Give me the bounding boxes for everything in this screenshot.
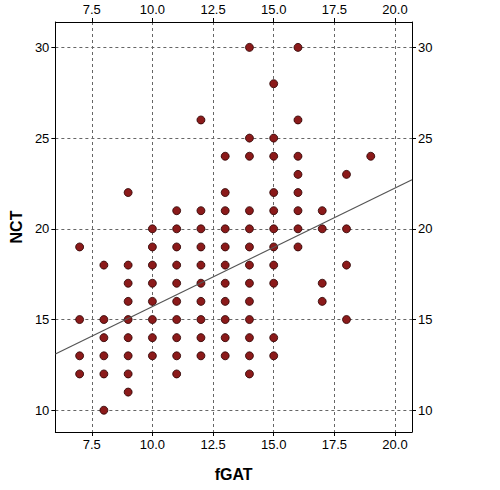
svg-text:10: 10 (35, 403, 49, 418)
svg-text:30: 30 (35, 40, 49, 55)
svg-text:25: 25 (418, 131, 432, 146)
svg-text:10: 10 (418, 403, 432, 418)
svg-text:20: 20 (35, 221, 49, 236)
svg-text:fGAT: fGAT (215, 466, 253, 483)
svg-text:15.0: 15.0 (261, 437, 286, 452)
svg-text:NCT: NCT (8, 210, 25, 243)
svg-text:20.0: 20.0 (382, 437, 407, 452)
svg-text:20.0: 20.0 (382, 2, 407, 17)
svg-text:10.0: 10.0 (140, 437, 165, 452)
svg-text:12.5: 12.5 (200, 437, 225, 452)
svg-text:25: 25 (35, 131, 49, 146)
svg-text:12.5: 12.5 (200, 2, 225, 17)
svg-text:7.5: 7.5 (83, 437, 101, 452)
svg-text:15.0: 15.0 (261, 2, 286, 17)
svg-text:30: 30 (418, 40, 432, 55)
svg-text:20: 20 (418, 221, 432, 236)
svg-text:17.5: 17.5 (322, 2, 347, 17)
svg-text:10.0: 10.0 (140, 2, 165, 17)
svg-text:7.5: 7.5 (83, 2, 101, 17)
svg-text:15: 15 (35, 312, 49, 327)
svg-text:17.5: 17.5 (322, 437, 347, 452)
svg-text:15: 15 (418, 312, 432, 327)
